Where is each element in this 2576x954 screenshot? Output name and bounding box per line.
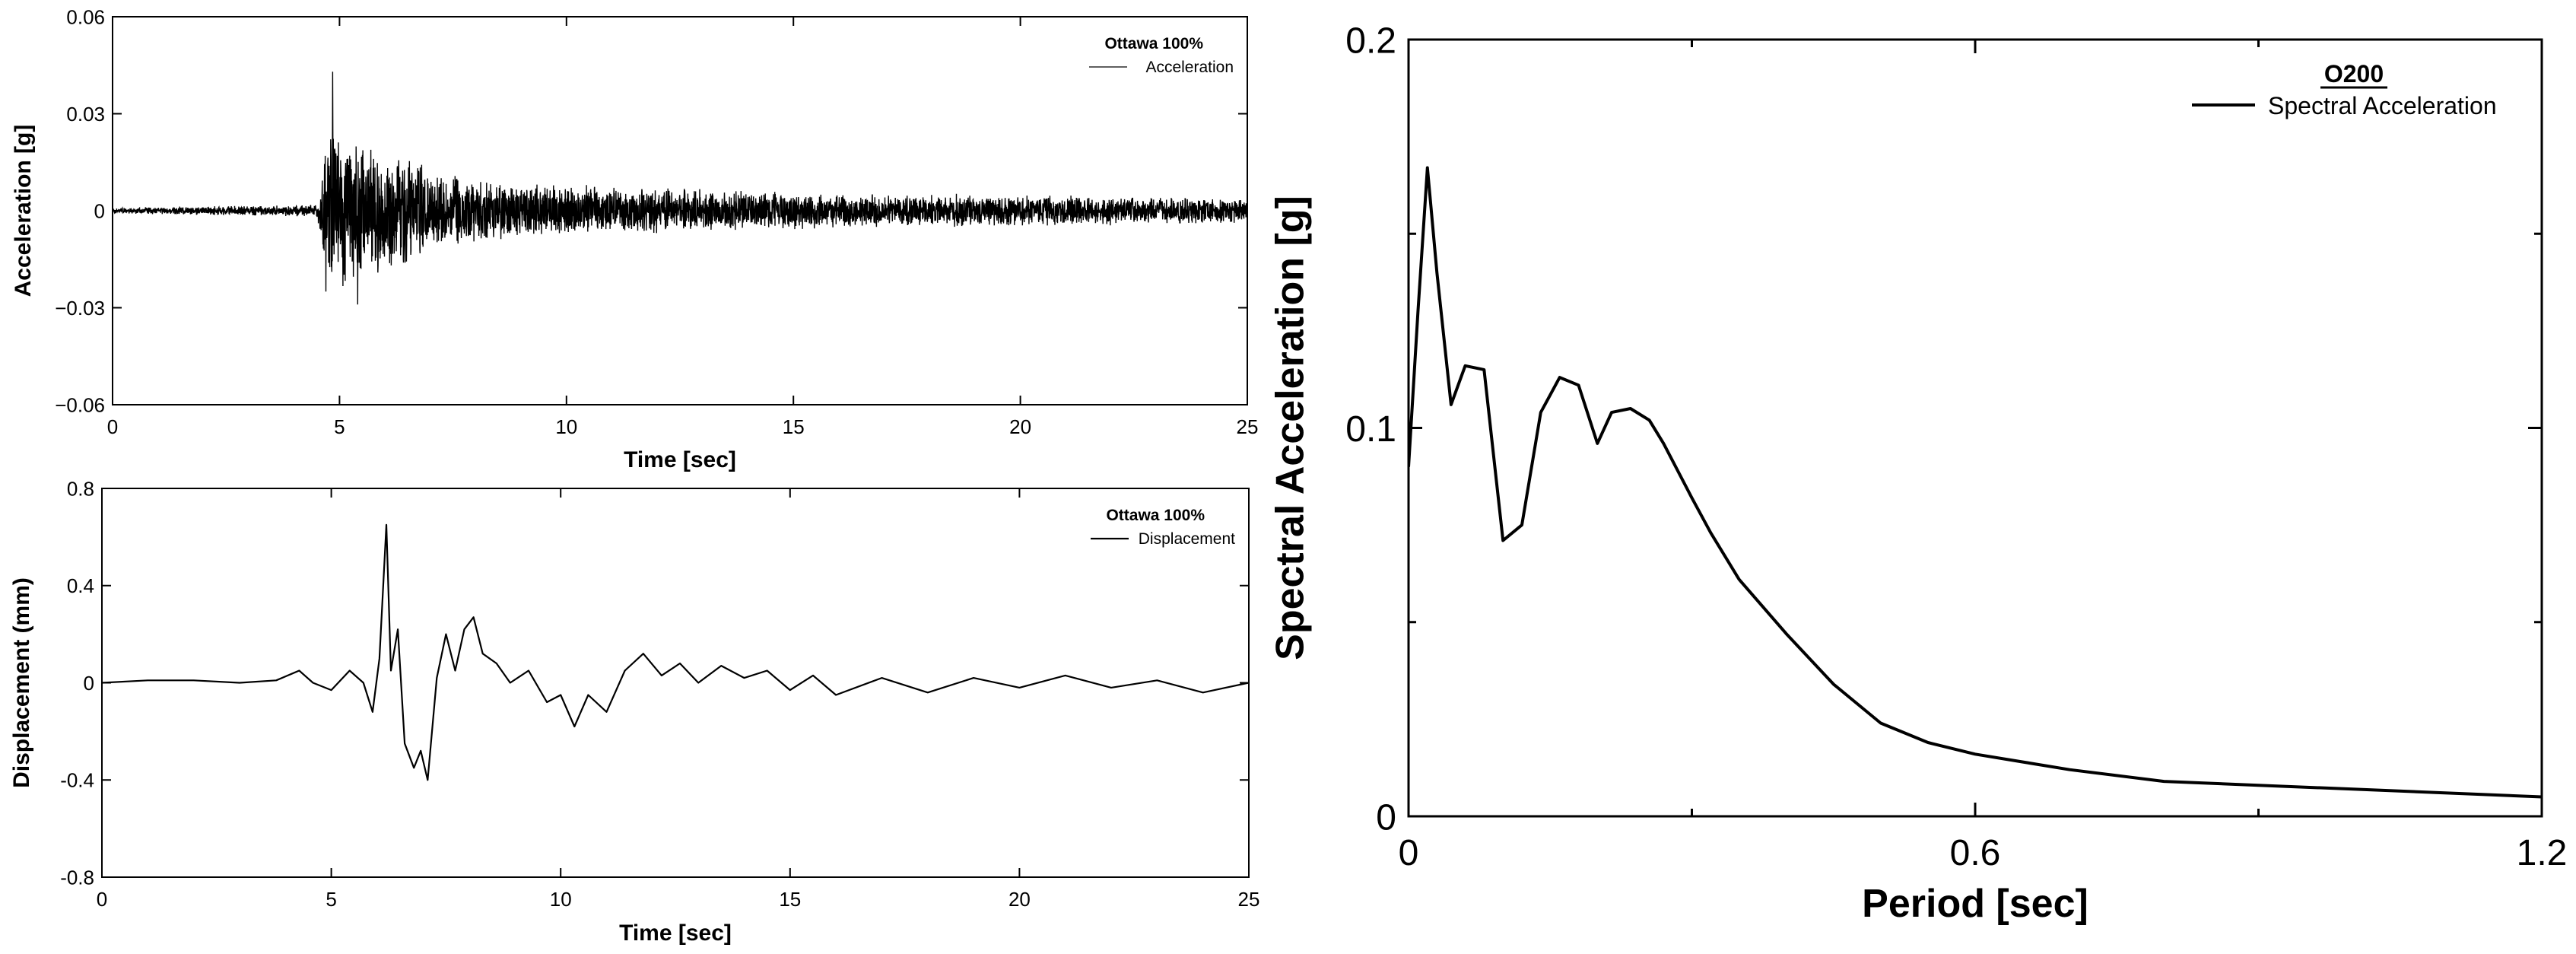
legend: O200 Spectral Acceleration (2192, 60, 2497, 119)
x-tick-label: 15 (779, 888, 801, 911)
y-tick-label: 0.2 (1345, 21, 1396, 61)
legend-entry: Spectral Acceleration (2268, 92, 2497, 119)
x-tick-label: 10 (555, 415, 577, 438)
y-axis-label: Displacement (mm) (9, 577, 34, 788)
y-tick-label: −0.06 (55, 393, 105, 416)
y-tick-label: 0.1 (1345, 409, 1396, 450)
y-tick-label: 0.06 (66, 5, 105, 28)
x-tick-label: 5 (334, 415, 345, 438)
x-tick-label: 15 (783, 415, 805, 438)
x-tick-label: 10 (550, 888, 572, 911)
y-tick-label: 0 (1376, 797, 1396, 838)
x-tick-label: 0.6 (1950, 833, 2001, 873)
legend: Ottawa 100% Displacement (1091, 507, 1235, 548)
y-tick-label: 0 (94, 199, 105, 222)
y-tick-label: -0.4 (60, 769, 94, 792)
y-tick-label: 0.03 (66, 103, 105, 126)
plot-frame (101, 488, 1250, 878)
displacement-series (102, 523, 1249, 781)
x-tick-label: 1.2 (2517, 833, 2568, 873)
x-tick-label: 0 (97, 888, 107, 911)
x-tick-label: 0 (107, 415, 118, 438)
y-tick-label: 0 (84, 672, 94, 695)
y-axis-label: Spectral Acceleration [g] (1269, 196, 1313, 660)
chart-2: 0 5 10 15 20 25 0.8 0.4 0 -0.4 -0.8 Time [sec] Displ… (9, 477, 1260, 946)
x-axis-label: Time [sec] (619, 921, 732, 946)
x-axis-label: Time [sec] (624, 447, 736, 472)
acceleration-series (113, 72, 1247, 305)
x-tick-label: 20 (1008, 888, 1031, 911)
y-tick-label: 0.8 (67, 477, 94, 500)
x-tick-label: 20 (1009, 415, 1031, 438)
y-tick-label: -0.8 (60, 866, 94, 889)
plot-frame (1407, 38, 2543, 818)
x-tick-label: 25 (1238, 888, 1260, 911)
chart-3: 0 0.6 1.2 0.2 0.1 0 Period [sec] Spectral Accel… (1269, 21, 2568, 926)
spectral-acceleration-series (1409, 166, 2542, 799)
chart-1: 0 5 10 15 20 25 0.06 0.03 0 −0.03 −0.06 Time [sec] A… (11, 5, 1259, 472)
legend-entry: Acceleration (1145, 59, 1234, 76)
legend: Ottawa 100% Acceleration (1089, 35, 1234, 76)
legend-entry: Displacement (1139, 530, 1235, 548)
y-tick-label: 0.4 (67, 574, 94, 597)
x-tick-label: 0 (1399, 833, 1419, 873)
x-axis-label: Period [sec] (1862, 882, 2088, 926)
y-axis-label: Acceleration [g] (11, 125, 36, 297)
legend-title: Ottawa 100% (1106, 507, 1205, 524)
legend-title: O200 (2324, 60, 2384, 87)
x-tick-label: 5 (326, 888, 336, 911)
legend-title: Ottawa 100% (1104, 35, 1203, 52)
y-tick-label: −0.03 (55, 297, 105, 320)
x-tick-label: 25 (1237, 415, 1259, 438)
